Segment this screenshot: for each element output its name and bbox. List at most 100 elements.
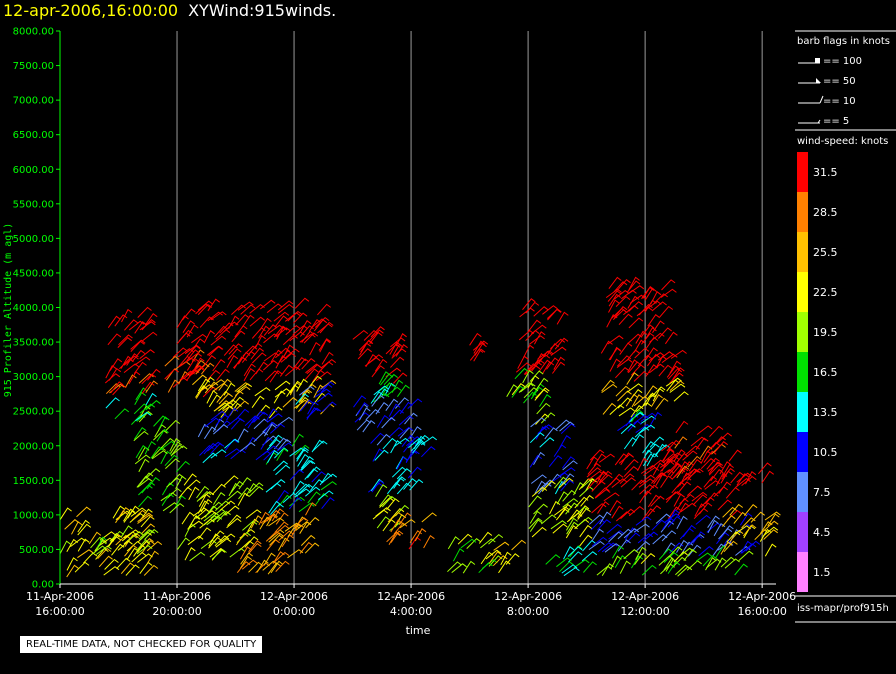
wind-barb xyxy=(235,532,249,546)
wind-barb xyxy=(59,507,72,521)
wind-barb xyxy=(717,541,734,551)
wind-barb xyxy=(172,347,188,358)
wind-barb xyxy=(230,480,244,494)
wind-barb xyxy=(712,436,726,448)
wind-barb xyxy=(164,355,180,367)
wind-barb xyxy=(292,480,305,494)
wind-barb xyxy=(200,510,217,520)
wind-barb xyxy=(115,510,128,524)
wind-barb xyxy=(137,514,154,524)
wind-barb xyxy=(537,424,553,434)
wind-barb xyxy=(275,512,289,525)
wind-barb xyxy=(218,393,233,405)
wind-barb xyxy=(664,513,681,523)
wind-barb xyxy=(202,355,216,368)
wind-barb xyxy=(650,394,663,408)
wind-barb xyxy=(123,363,140,373)
wind-barb xyxy=(705,558,722,569)
wind-barb xyxy=(658,327,673,339)
wind-barb xyxy=(626,383,643,393)
wind-barb xyxy=(555,419,571,430)
wind-barb xyxy=(197,300,214,311)
wind-barb xyxy=(695,552,712,562)
wind-barb xyxy=(569,545,583,558)
wind-barb xyxy=(645,300,662,311)
wind-barb xyxy=(560,479,575,492)
wind-barb xyxy=(206,369,221,382)
wind-barb xyxy=(263,324,278,336)
wind-barb xyxy=(641,332,655,345)
wind-barb xyxy=(399,401,413,415)
colorbar-label: 22.5 xyxy=(813,286,838,299)
wind-barb xyxy=(586,456,599,470)
wind-barb xyxy=(579,524,593,538)
wind-barb xyxy=(192,507,209,517)
wind-barb xyxy=(519,307,535,318)
wind-barb xyxy=(652,462,665,476)
wind-barb xyxy=(215,538,232,548)
wind-barb xyxy=(299,385,315,396)
wind-barb xyxy=(105,364,117,379)
wind-barb xyxy=(243,367,255,382)
wind-barb xyxy=(296,446,309,460)
wind-barb xyxy=(659,305,674,318)
wind-barb xyxy=(544,427,558,440)
wind-barb xyxy=(764,511,781,521)
wind-barb xyxy=(275,347,291,359)
wind-barb xyxy=(184,547,196,561)
wind-barb xyxy=(671,468,686,480)
chart-plot-name: XYWind:915winds. xyxy=(188,1,337,20)
wind-barb xyxy=(295,393,309,405)
wind-barb xyxy=(687,455,702,468)
wind-barb xyxy=(391,348,407,359)
wind-barb xyxy=(639,484,655,495)
wind-barb xyxy=(608,531,623,543)
wind-barb xyxy=(212,511,228,522)
wind-barb xyxy=(379,497,395,508)
wind-barb xyxy=(175,460,190,473)
wind-barb xyxy=(133,403,149,415)
wind-barb xyxy=(276,489,289,503)
wind-barb xyxy=(196,491,212,502)
wind-barb xyxy=(109,530,124,542)
wind-barb xyxy=(552,472,570,482)
wind-barb xyxy=(667,561,681,574)
wind-barb xyxy=(759,528,772,542)
wind-barb xyxy=(133,430,149,442)
wind-barb xyxy=(561,456,576,469)
wind-barb xyxy=(297,453,310,467)
wind-barb xyxy=(134,356,151,366)
wind-barb xyxy=(566,512,583,523)
colorbar-swatch xyxy=(797,192,808,232)
wind-barb xyxy=(665,377,683,387)
wind-barb xyxy=(554,337,569,350)
wind-barb xyxy=(447,536,460,550)
wind-barb xyxy=(125,564,140,576)
colorbar-swatch xyxy=(797,472,808,512)
wind-barb xyxy=(661,458,673,472)
wind-barb xyxy=(273,390,286,404)
wind-barb xyxy=(481,559,498,569)
wind-barb xyxy=(553,356,566,370)
wind-barb xyxy=(619,473,635,485)
wind-barb xyxy=(421,512,437,523)
wind-barb xyxy=(185,479,201,490)
wind-barb xyxy=(356,402,369,416)
wind-barb xyxy=(267,562,281,575)
wind-barb xyxy=(139,349,155,359)
wind-barb xyxy=(302,383,317,395)
wind-barb xyxy=(739,512,753,526)
wind-barb xyxy=(319,321,334,334)
wind-barb xyxy=(91,545,107,556)
wind-barb xyxy=(276,447,289,461)
wind-barb xyxy=(299,319,312,334)
wind-barb xyxy=(164,368,179,380)
wind-barb xyxy=(619,560,631,574)
wind-barb xyxy=(667,506,681,519)
wind-barb xyxy=(248,486,264,497)
wind-barb xyxy=(655,397,669,410)
wind-barb xyxy=(97,547,112,560)
wind-barb xyxy=(142,540,155,553)
wind-barb xyxy=(710,469,724,482)
wind-barb xyxy=(131,551,147,563)
